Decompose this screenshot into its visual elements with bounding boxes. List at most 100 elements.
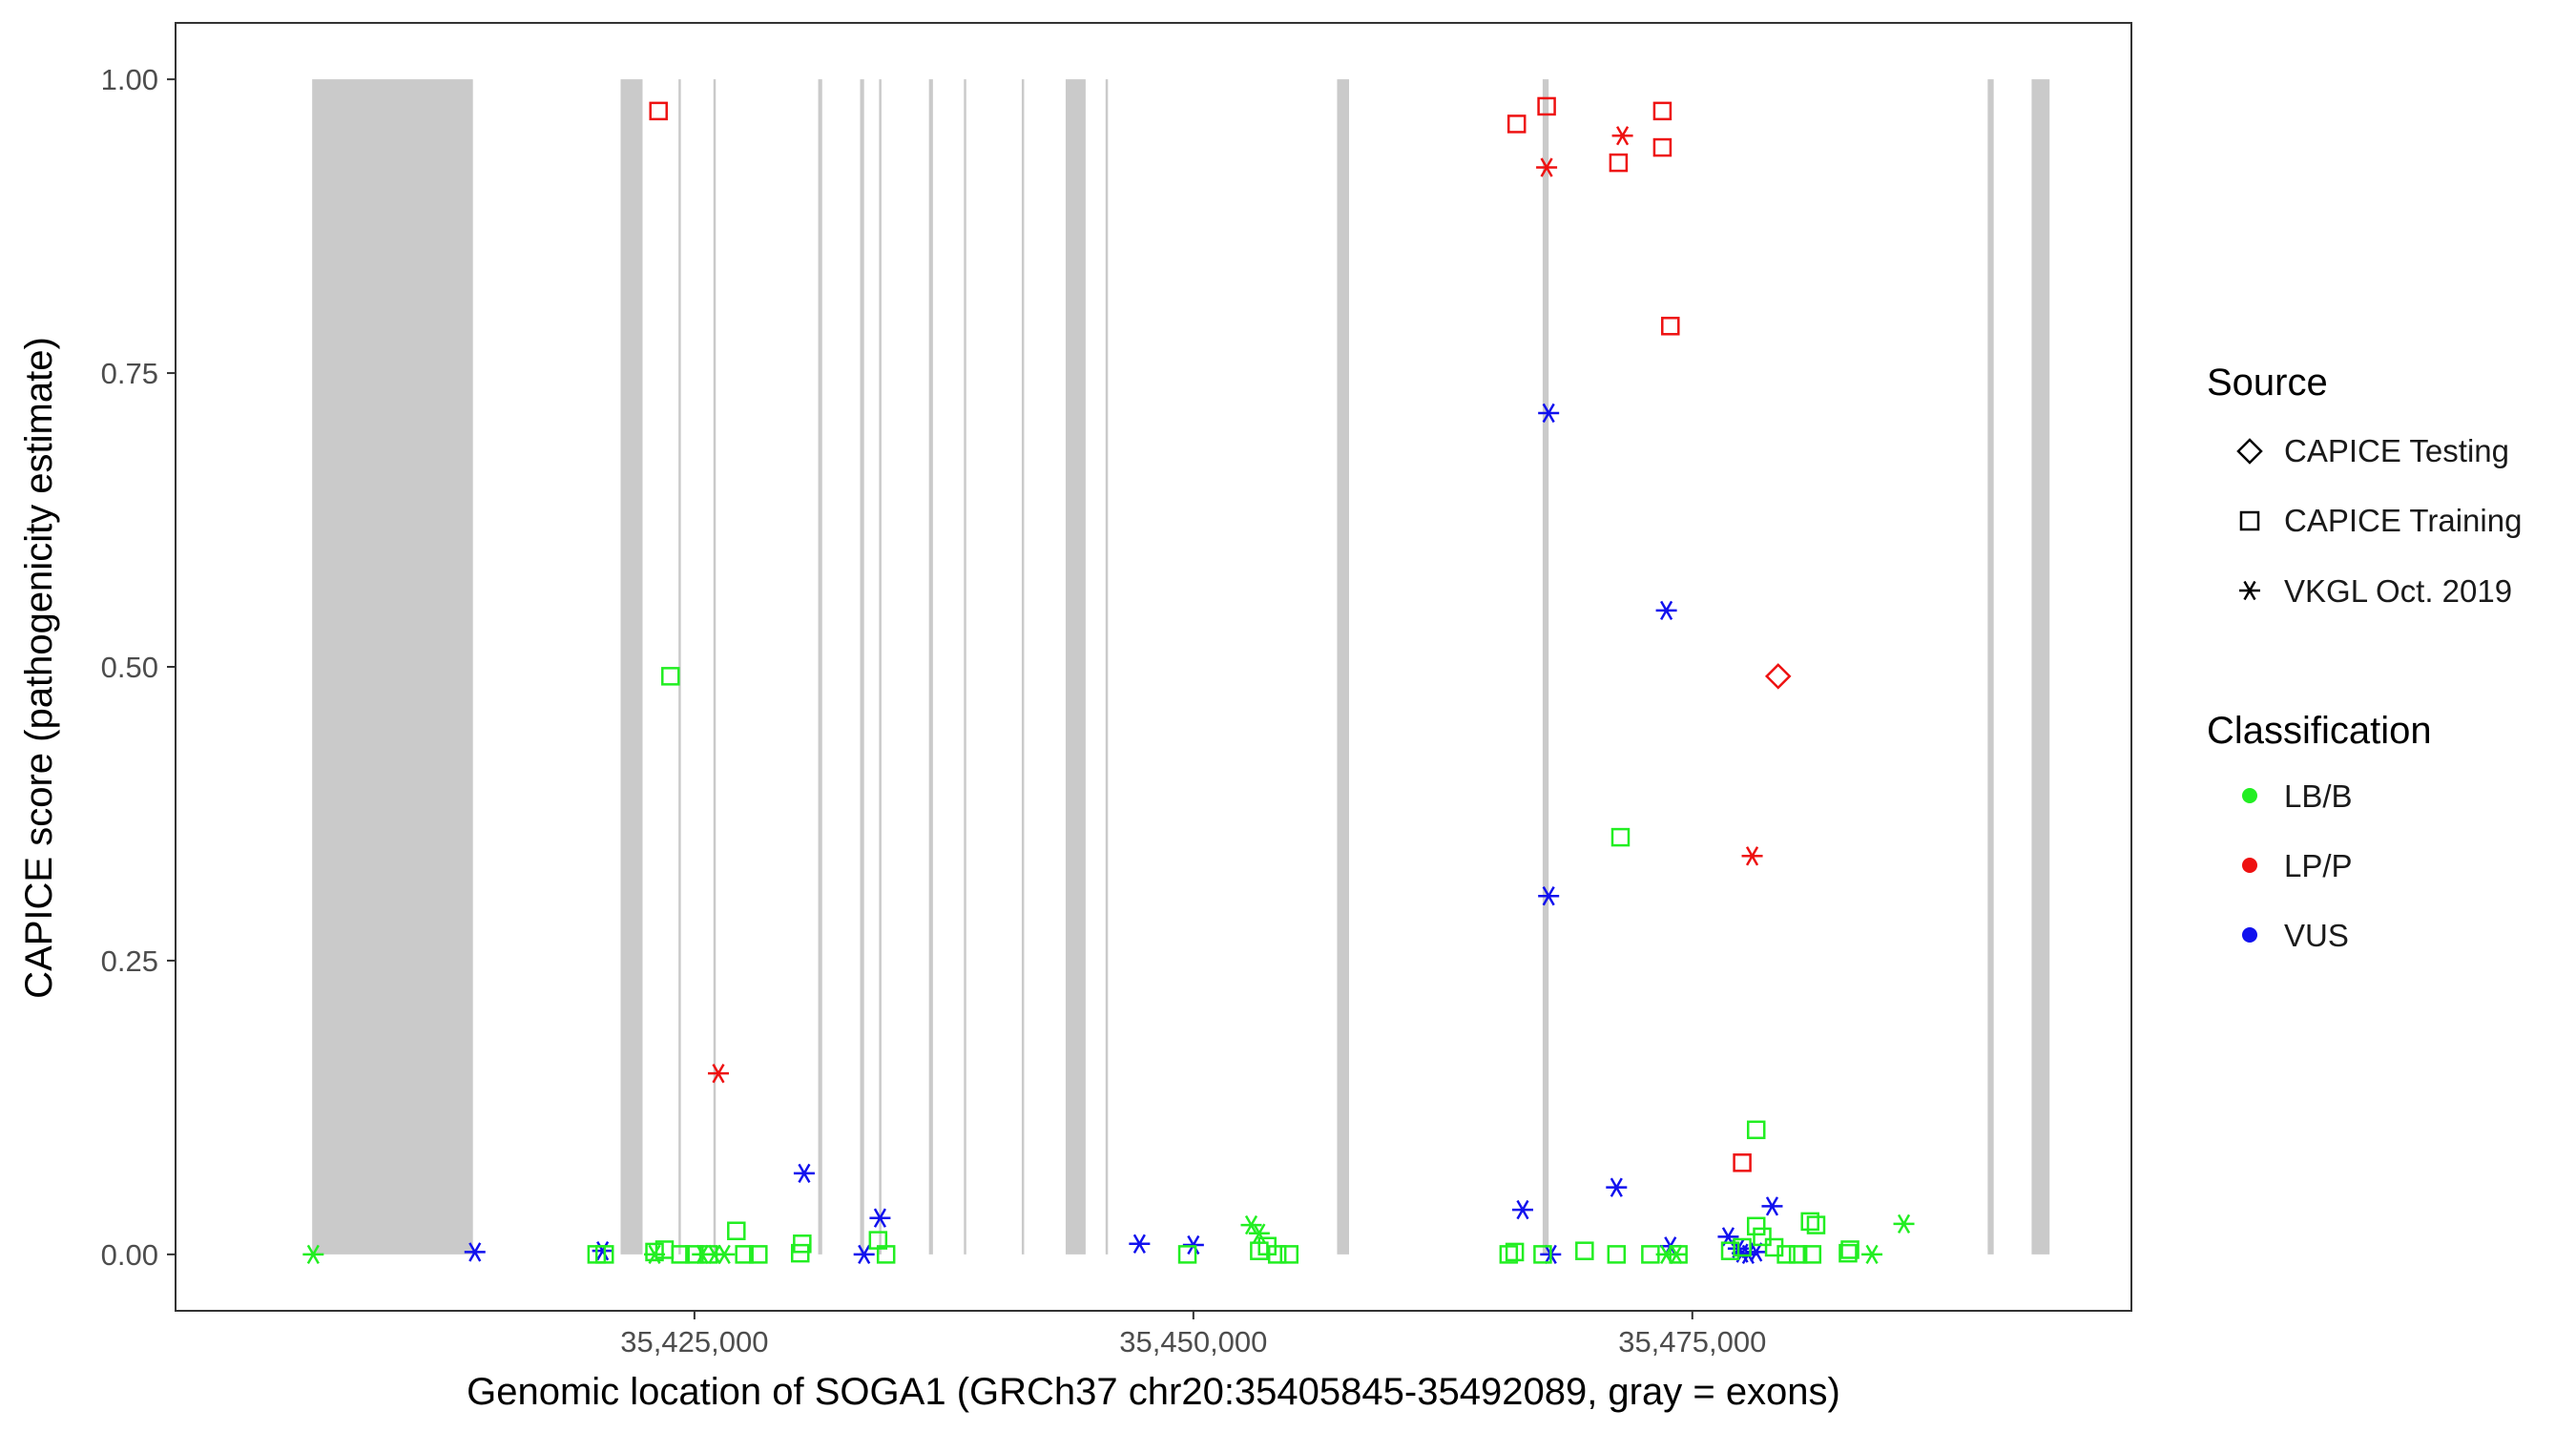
- diamond-point: [1764, 663, 1792, 690]
- legend-source-item: CAPICE Testing: [2236, 433, 2509, 468]
- asterisk-point: [793, 1163, 815, 1184]
- x-tick-label: 35,475,000: [1618, 1325, 1766, 1358]
- asterisk-point: [464, 1242, 486, 1262]
- square-point: [1575, 1241, 1594, 1260]
- square-point: [661, 667, 680, 686]
- asterisk-point: [1511, 1199, 1533, 1220]
- square-point: [1537, 96, 1556, 116]
- square-point: [1800, 1212, 1819, 1232]
- square-point: [793, 1234, 812, 1254]
- square-point: [1802, 1245, 1822, 1264]
- legend-source-label: CAPICE Training: [2284, 503, 2522, 538]
- square-point: [1839, 1243, 1858, 1263]
- square-point: [645, 1242, 664, 1262]
- square-point: [649, 101, 668, 121]
- diamond-icon: [2236, 438, 2263, 465]
- square-point: [1607, 1245, 1627, 1264]
- square-point: [790, 1243, 810, 1263]
- x-tick-label: 35,450,000: [1119, 1325, 1267, 1358]
- y-tick-label: 0.75: [101, 357, 158, 390]
- lb-b-dot-icon: [2242, 788, 2257, 803]
- legend-source-item: VKGL Oct. 2019: [2239, 573, 2512, 609]
- exon-band: [1337, 79, 1349, 1255]
- asterisk-point: [1240, 1214, 1262, 1235]
- square-point: [1267, 1245, 1287, 1264]
- square-point: [1177, 1245, 1197, 1264]
- square-icon: [2239, 510, 2260, 531]
- asterisk-point: [853, 1244, 875, 1265]
- y-tick-label: 0.25: [101, 944, 158, 978]
- square-point: [876, 1245, 896, 1264]
- asterisk-point: [1248, 1223, 1270, 1243]
- exon-band: [818, 79, 822, 1255]
- data-points: [302, 96, 1915, 1265]
- square-point: [1720, 1241, 1740, 1260]
- asterisk-point: [1538, 886, 1560, 906]
- square-point: [1733, 1153, 1752, 1172]
- asterisk-point: [592, 1241, 613, 1261]
- exon-band: [1542, 79, 1549, 1255]
- square-point: [1652, 137, 1672, 157]
- x-tick-label: 35,425,000: [620, 1325, 768, 1358]
- square-point: [1806, 1215, 1826, 1234]
- legend-class-item: LB/B: [2242, 778, 2353, 814]
- y-tick-label: 0.50: [101, 651, 158, 684]
- exon-band: [1105, 79, 1109, 1255]
- square-point: [749, 1245, 768, 1264]
- y-tick-label: 1.00: [101, 63, 158, 96]
- exon-band: [1065, 79, 1086, 1255]
- square-point: [735, 1245, 754, 1264]
- square-point: [1661, 317, 1680, 336]
- square-point: [1641, 1245, 1660, 1264]
- asterisk-point: [1182, 1234, 1204, 1255]
- asterisk-point: [1611, 126, 1633, 146]
- legend: Source CAPICE Testing CAPICE Training VK…: [2207, 362, 2522, 953]
- x-axis-title: Genomic location of SOGA1 (GRCh37 chr20:…: [467, 1371, 1840, 1413]
- legend-source-label: CAPICE Testing: [2284, 433, 2509, 468]
- exon-band: [879, 79, 882, 1255]
- square-point: [1609, 153, 1629, 173]
- legend-source-label: VKGL Oct. 2019: [2284, 573, 2512, 609]
- exon-band: [312, 79, 473, 1255]
- exon-band: [928, 79, 933, 1255]
- square-point: [1610, 827, 1631, 847]
- exon-band: [860, 79, 864, 1255]
- asterisk-point: [1129, 1234, 1151, 1254]
- square-point: [1499, 1245, 1519, 1264]
- legend-class-label: LP/P: [2284, 848, 2353, 883]
- square-point: [1746, 1216, 1766, 1236]
- exon-band: [678, 79, 681, 1255]
- asterisk-point: [1761, 1196, 1783, 1216]
- square-point: [1776, 1245, 1796, 1264]
- square-point: [1733, 1237, 1752, 1257]
- asterisk-point: [1861, 1244, 1883, 1265]
- square-point: [1533, 1245, 1552, 1264]
- legend-class-label: LB/B: [2284, 778, 2353, 814]
- square-point: [1746, 1120, 1766, 1140]
- legend-class-item: LP/P: [2242, 848, 2353, 883]
- square-point: [1652, 101, 1672, 121]
- axes: 0.00 0.25 0.50 0.75 1.00 35,425,000 35,450,000…: [101, 63, 1767, 1358]
- square-point: [685, 1245, 704, 1264]
- legend-classification-title: Classification: [2207, 710, 2432, 752]
- legend-source-title: Source: [2207, 362, 2328, 404]
- asterisk-point: [1606, 1177, 1628, 1197]
- exon-band: [713, 79, 717, 1255]
- square-point: [727, 1221, 746, 1240]
- asterisk-point: [1655, 600, 1677, 621]
- square-point: [1788, 1245, 1808, 1264]
- y-tick-label: 0.00: [101, 1238, 158, 1272]
- square-point: [1840, 1240, 1859, 1259]
- square-point: [594, 1245, 614, 1264]
- legend-class-item: VUS: [2242, 918, 2349, 953]
- vus-dot-icon: [2242, 927, 2257, 943]
- square-point: [698, 1245, 718, 1264]
- asterisk-point: [302, 1244, 324, 1265]
- asterisk-icon: [2239, 580, 2260, 601]
- exon-band: [620, 79, 643, 1255]
- exon-band: [1987, 79, 1994, 1255]
- square-point: [1753, 1227, 1772, 1247]
- legend-class-label: VUS: [2284, 918, 2349, 953]
- asterisk-point: [1536, 157, 1558, 177]
